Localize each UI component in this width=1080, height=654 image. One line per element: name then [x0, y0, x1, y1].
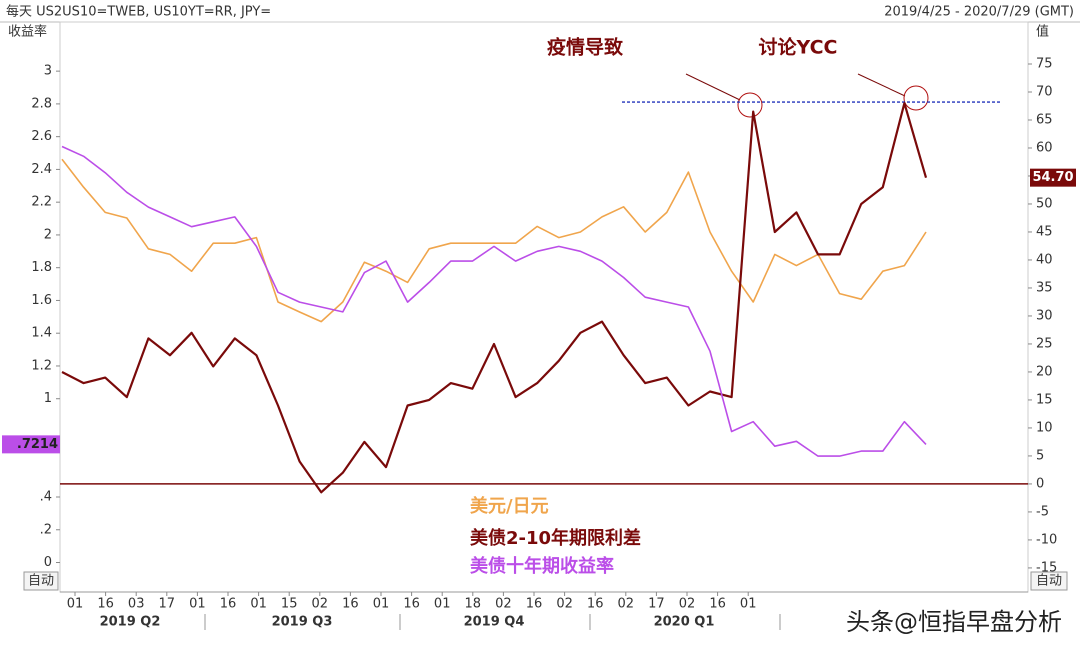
highlight-circle [737, 92, 763, 118]
x-tick-label: 01 [740, 597, 757, 612]
y2-tick-label: 10 [1036, 420, 1053, 435]
x-tick-label: 01 [67, 597, 84, 612]
auto-right: 自动 [1036, 574, 1062, 589]
quarter-label: 2019 Q3 [272, 615, 333, 630]
y2-tick-label: 5 [1036, 448, 1044, 463]
y-tick-label: 2.6 [31, 129, 52, 144]
x-tick-label: 16 [97, 597, 114, 612]
quarter-label: 2020 Q1 [654, 615, 715, 630]
y2-axis-label: 值 [1036, 24, 1049, 40]
x-tick-label: 01 [434, 597, 451, 612]
x-tick-label: 17 [648, 597, 665, 612]
y-tick-label: 1.2 [31, 358, 52, 373]
x-tick-label: 16 [526, 597, 543, 612]
auto-box [23, 571, 59, 591]
series-line [61, 102, 928, 494]
annotation-pointer [685, 73, 741, 101]
x-tick-label: 02 [495, 597, 512, 612]
x-tick-label: 01 [373, 597, 390, 612]
y-tick-label: .2 [40, 522, 52, 537]
x-tick-label: 16 [220, 597, 237, 612]
y-axis-label: 收益率 [8, 24, 47, 40]
x-tick-label: 16 [709, 597, 726, 612]
quarter-label: 2019 Q2 [100, 615, 161, 630]
y2-tick-label: -15 [1036, 560, 1057, 575]
x-tick-label: 15 [281, 597, 298, 612]
y2-tick-label: 70 [1036, 84, 1053, 99]
y2-tick-label: 20 [1036, 364, 1053, 379]
header-right: 2019/4/25 - 2020/7/29 (GMT) [884, 5, 1074, 20]
x-tick-label: 02 [679, 597, 696, 612]
y2-tick-label: -5 [1036, 504, 1049, 519]
auto-box [1030, 571, 1068, 591]
x-tick-label: 02 [618, 597, 635, 612]
x-tick-label: 01 [250, 597, 267, 612]
value-label: .7214 [17, 437, 58, 452]
y-tick-label: 0 [44, 555, 52, 570]
y-tick-label: 1.4 [31, 326, 52, 341]
x-tick-label: 18 [465, 597, 482, 612]
value-badge [2, 435, 60, 454]
header-left: 每天 US2US10=TWEB, US10YT=RR, JPY= [6, 4, 271, 20]
y-tick-label: 2.4 [31, 162, 52, 177]
quarter-label: 2019 Q4 [464, 615, 525, 630]
x-tick-label: 02 [556, 597, 573, 612]
y2-tick-label: 50 [1036, 196, 1053, 211]
y2-tick-label: 30 [1036, 308, 1053, 323]
legend-entry: 美债2-10年期限利差 [470, 527, 641, 549]
x-tick-label: 16 [587, 597, 604, 612]
y2-tick-label: 75 [1036, 56, 1053, 71]
y2-tick-label: -10 [1036, 532, 1057, 547]
y2-tick-label: 25 [1036, 336, 1053, 351]
y-tick-label: 2 [44, 227, 52, 242]
highlight-circle [903, 85, 929, 111]
y2-tick-label: 35 [1036, 280, 1053, 295]
y-tick-label: 1.8 [31, 260, 52, 275]
value-label: 54.70 [1032, 170, 1073, 185]
y-tick-label: 1 [44, 391, 52, 406]
auto-left: 自动 [28, 574, 54, 589]
legend-entry: 美元/日元 [470, 495, 549, 517]
x-tick-label: 01 [189, 597, 206, 612]
annotation: 疫情导致 [547, 36, 624, 59]
y2-tick-label: 60 [1036, 140, 1053, 155]
x-tick-label: 16 [403, 597, 420, 612]
y-tick-label: 1.6 [31, 293, 52, 308]
y2-tick-label: 15 [1036, 392, 1053, 407]
x-tick-label: 17 [159, 597, 176, 612]
legend-entry: 美债十年期收益率 [470, 555, 614, 577]
y2-tick-label: 45 [1036, 224, 1053, 239]
x-tick-label: 02 [312, 597, 329, 612]
series-line [61, 158, 927, 323]
x-tick-label: 16 [342, 597, 359, 612]
watermark: 头条@恒指早盘分析 [846, 608, 1062, 636]
y-tick-label: 2.8 [31, 96, 52, 111]
value-badge [1030, 168, 1076, 187]
y2-tick-label: 0 [1036, 476, 1044, 491]
series-line [61, 145, 927, 457]
y2-tick-label: 40 [1036, 252, 1053, 267]
annotation-pointer [857, 73, 906, 97]
y-tick-label: 3 [44, 64, 52, 79]
y2-tick-label: 65 [1036, 112, 1053, 127]
y-tick-label: 2.2 [31, 195, 52, 210]
y-tick-label: .4 [40, 490, 52, 505]
annotation: 讨论YCC [759, 36, 838, 59]
x-tick-label: 03 [128, 597, 145, 612]
